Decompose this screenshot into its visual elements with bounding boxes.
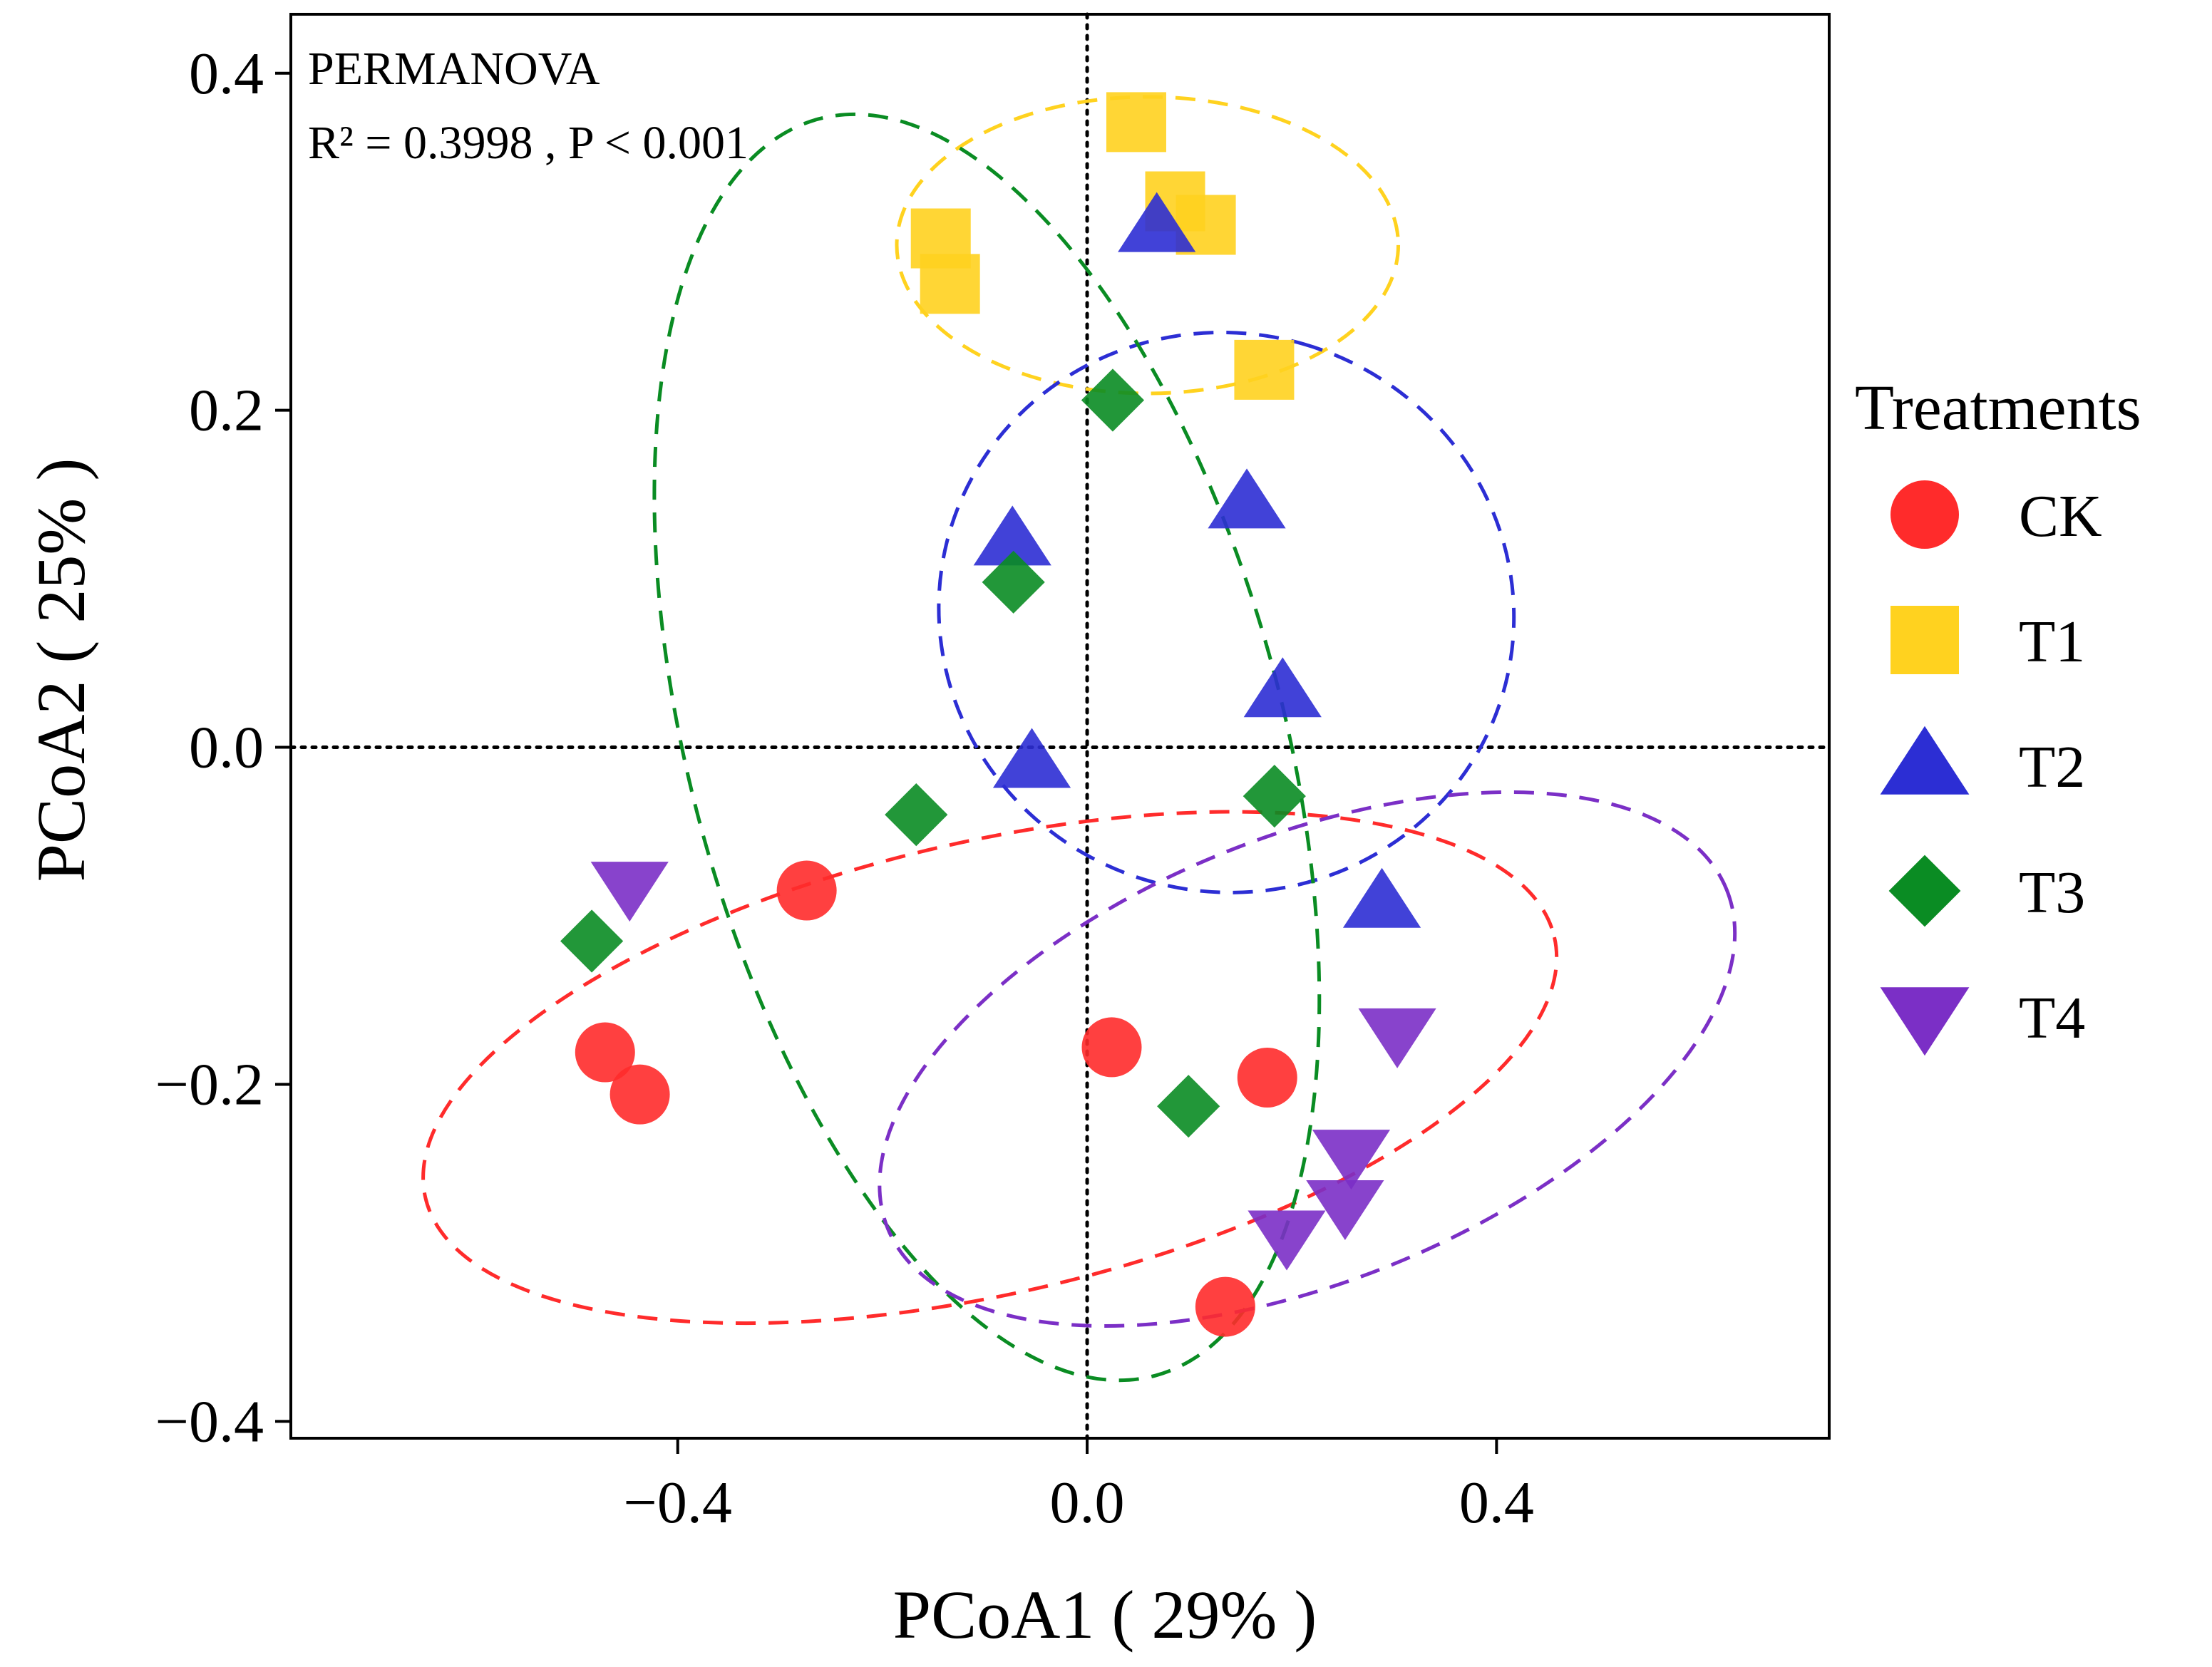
- point-t3-1: [1081, 368, 1145, 432]
- confidence-ellipse-t2: [937, 330, 1516, 894]
- legend-marker-ck: [1891, 480, 1959, 549]
- legend-marker-t3: [1888, 855, 1961, 927]
- x-tick-label: 0.0: [1050, 1470, 1125, 1536]
- legend-label-ck: CK: [2019, 483, 2102, 549]
- annotation-test-name: PERMANOVA: [308, 43, 600, 95]
- point-t2-3: [1208, 468, 1286, 529]
- confidence-ellipse-t4: [878, 790, 1737, 1328]
- legend-marker-t4: [1880, 987, 1970, 1056]
- point-t4-5: [1248, 1210, 1326, 1271]
- legend-label-t4: T4: [2019, 985, 2085, 1051]
- legend-label-t2: T2: [2019, 734, 2085, 800]
- point-t1-4: [910, 208, 971, 269]
- point-t1-3: [1176, 195, 1236, 255]
- x-axis-title: PCoA1 ( 29% ): [893, 1576, 1317, 1653]
- x-tick-label: −0.4: [624, 1470, 732, 1536]
- point-ck-4: [1081, 1017, 1142, 1078]
- point-t1-1: [1106, 92, 1166, 153]
- point-t3-6: [1157, 1075, 1220, 1138]
- point-t4-3: [1312, 1130, 1391, 1190]
- legend-title: Treatments: [1855, 373, 2141, 443]
- point-t3-5: [560, 909, 624, 973]
- confidence-ellipse-t3: [652, 112, 1322, 1383]
- point-t2-5: [992, 728, 1071, 788]
- point-t2-1: [1118, 192, 1196, 252]
- annotation-test-stats: R² = 0.3998 , P < 0.001: [308, 117, 749, 169]
- point-t2-4: [1243, 657, 1322, 718]
- y-tick-label: 0.0: [189, 715, 264, 781]
- legend-label-t3: T3: [2019, 860, 2085, 926]
- point-t3-4: [1243, 765, 1306, 828]
- point-ck-3: [776, 860, 837, 921]
- point-t4-1: [590, 862, 669, 922]
- point-ck-1: [575, 1022, 635, 1083]
- point-ck-6: [1195, 1276, 1255, 1337]
- point-t1-6: [1234, 339, 1295, 400]
- y-tick-label: −0.4: [155, 1388, 264, 1455]
- y-tick-label: −0.2: [155, 1051, 264, 1118]
- plot-frame: [289, 13, 1831, 1440]
- point-ck-2: [609, 1064, 670, 1125]
- x-tick-label: 0.4: [1459, 1470, 1534, 1536]
- y-axis-title: PCoA2 ( 25% ): [23, 458, 99, 882]
- point-t2-2: [973, 505, 1051, 566]
- point-t4-2: [1358, 1008, 1436, 1068]
- point-t4-4: [1306, 1180, 1384, 1240]
- y-tick-label: 0.4: [189, 41, 264, 107]
- legend-label-t1: T1: [2019, 609, 2085, 675]
- legend-marker-t2: [1880, 726, 1970, 795]
- y-tick-label: 0.2: [189, 378, 264, 444]
- confidence-ellipse-ck: [421, 810, 1559, 1326]
- point-t3-2: [982, 550, 1045, 614]
- legend-marker-t1: [1891, 606, 1959, 674]
- point-t1-5: [920, 254, 980, 314]
- point-t2-6: [1342, 867, 1421, 928]
- point-t3-3: [885, 783, 948, 847]
- point-ck-5: [1237, 1047, 1297, 1108]
